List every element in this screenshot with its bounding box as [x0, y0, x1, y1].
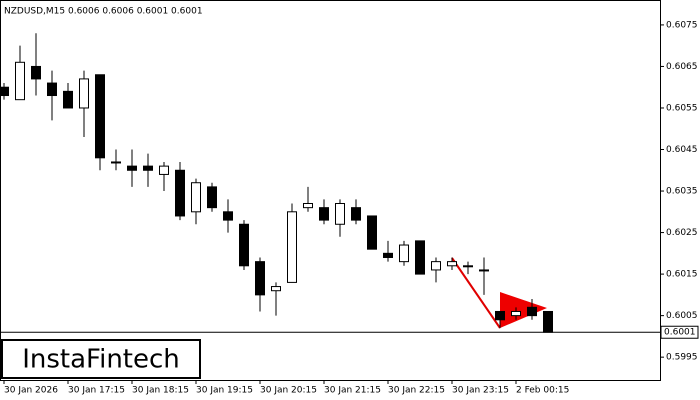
y-tick-label: 0.6025: [666, 228, 698, 238]
x-tick-label: 2 Feb 00:15: [516, 386, 569, 396]
candle-body: [111, 161, 121, 164]
candle-body: [335, 202, 345, 225]
candle-body: [415, 240, 425, 275]
x-tick-label: 30 Jan 19:15: [196, 386, 253, 396]
x-tick-label: 30 Jan 18:15: [132, 386, 189, 396]
candle-body: [223, 211, 233, 221]
x-tick-label: 30 Jan 23:15: [452, 386, 509, 396]
x-tick-label: 30 Jan 2026: [4, 386, 58, 396]
y-tick-label: 0.6075: [666, 20, 698, 30]
x-tick-label: 30 Jan 17:15: [68, 386, 125, 396]
x-tick-label: 30 Jan 20:15: [260, 386, 317, 396]
candle-body: [399, 244, 409, 263]
x-tick-label: 30 Jan 21:15: [324, 386, 381, 396]
candle-body: [543, 310, 553, 333]
candle-body: [207, 186, 217, 209]
logo: InstaFintech: [22, 345, 180, 375]
candle-body: [175, 169, 185, 217]
candle-body: [95, 74, 105, 159]
candle-body: [479, 269, 489, 272]
pattern-pennant: [500, 292, 547, 328]
current-price-box: [660, 325, 699, 339]
y-tick-label: 0.6065: [666, 62, 698, 72]
current-price-label: 0.6001: [664, 328, 696, 338]
y-tick-label: 0.5995: [666, 353, 698, 363]
candle-body: [127, 165, 137, 171]
candle-body: [143, 165, 153, 171]
candle-body: [271, 286, 281, 292]
candle-body: [47, 82, 57, 97]
candle-body: [511, 310, 521, 317]
candle-body: [527, 306, 537, 317]
candle-body: [367, 215, 377, 250]
y-tick-label: 0.6035: [666, 187, 698, 197]
candle-body: [383, 252, 393, 258]
candle-body: [447, 261, 457, 267]
candle-body: [63, 90, 73, 109]
candle-body: [303, 202, 313, 209]
candle-body: [159, 165, 169, 175]
y-tick-label: 0.6005: [666, 311, 698, 321]
x-tick-label: 30 Jan 22:15: [388, 386, 445, 396]
pattern-pole: [451, 257, 501, 329]
candle-body: [431, 261, 441, 271]
y-tick-label: 0.6055: [666, 103, 698, 113]
plot-frame: [0, 0, 661, 381]
candle-body: [31, 65, 41, 80]
candle-body: [0, 86, 9, 97]
candle-body: [351, 207, 361, 221]
candle-body: [463, 265, 473, 268]
y-tick-label: 0.6045: [666, 145, 698, 155]
candle-body: [495, 310, 505, 321]
candle-body: [255, 261, 265, 296]
candle-body: [287, 211, 297, 283]
candle-body: [319, 207, 329, 221]
candle-body: [191, 182, 201, 213]
candle-body: [15, 61, 25, 101]
chart-title: NZDUSD,M15 0.6006 0.6006 0.6001 0.6001: [4, 7, 203, 17]
candle-body: [239, 223, 249, 267]
logo-box: [1, 339, 201, 379]
candle-body: [79, 78, 89, 109]
y-tick-label: 0.6015: [666, 270, 698, 280]
